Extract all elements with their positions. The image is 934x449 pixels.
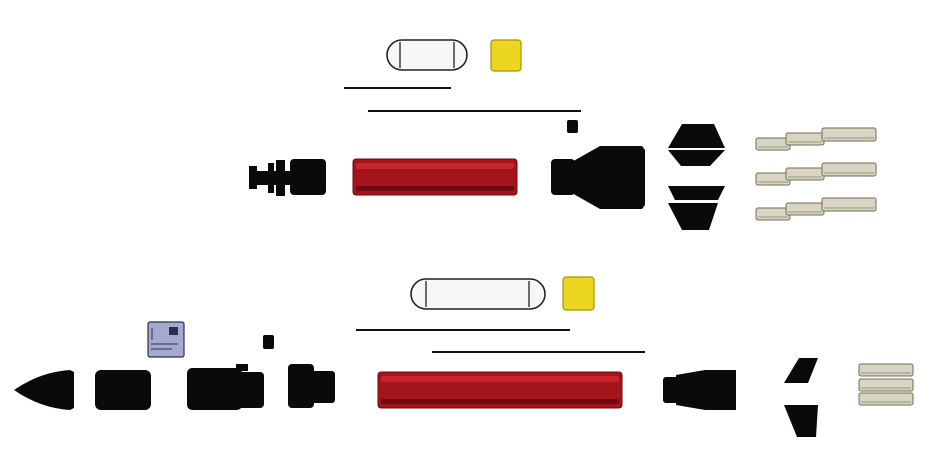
guide-rod-shade (758, 146, 788, 148)
motor-mount (551, 146, 645, 209)
adapter-section (288, 364, 335, 408)
guide-rod-shade (824, 172, 874, 174)
red-tube (377, 371, 623, 409)
guide-rod-shade (788, 211, 822, 213)
guide-rod-shade (758, 181, 788, 183)
motor-mount (663, 370, 736, 410)
guide-rod (821, 197, 877, 212)
guide-rod (755, 172, 791, 186)
guide-rod (755, 207, 791, 221)
small-square (567, 120, 578, 133)
guide-rod (785, 132, 825, 146)
guide-rods (858, 363, 914, 406)
guide-rod-shade (758, 216, 788, 218)
guide-rod (785, 202, 825, 216)
guide-rod (755, 137, 791, 151)
red-tube (352, 158, 518, 196)
guide-rod-shade (788, 176, 822, 178)
guide-rod (821, 127, 877, 142)
upper-assembly (249, 39, 877, 230)
guide-rod-shade (861, 372, 911, 374)
guide-rod (821, 162, 877, 177)
capsule (410, 278, 546, 310)
guide-rod-shade (824, 207, 874, 209)
intake-section (187, 364, 264, 410)
small-square (263, 335, 274, 349)
yellow-block (562, 276, 595, 311)
coupler-section (95, 370, 151, 410)
capsule (386, 39, 468, 71)
fin-pair-stacked (668, 124, 725, 230)
tail-connector (249, 159, 326, 196)
lower-assembly (14, 276, 914, 437)
guide-rod-shade (824, 137, 874, 139)
guide-rod (858, 392, 914, 406)
guide-rod-shade (861, 401, 911, 403)
guide-rod-shade (861, 387, 911, 389)
yellow-block (490, 39, 522, 72)
guide-rod (858, 378, 914, 392)
fin-pair-split (784, 358, 818, 437)
guide-rods (755, 127, 877, 221)
guide-rod (785, 167, 825, 181)
guide-rod (858, 363, 914, 377)
guide-rod-shade (788, 141, 822, 143)
nose-cone (14, 370, 74, 410)
electronics-board (147, 321, 185, 358)
